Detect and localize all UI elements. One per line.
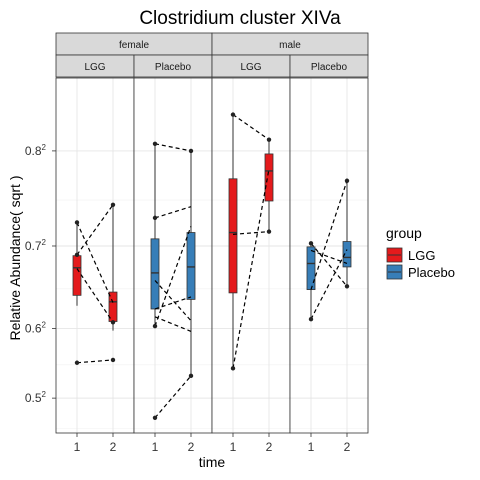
box (150, 238, 160, 310)
subject-line (76, 268, 114, 323)
y-tick-label: 0.62 (25, 320, 47, 335)
data-point (266, 229, 272, 234)
subject-line (76, 222, 114, 303)
subject-line (232, 168, 270, 369)
box (342, 241, 352, 268)
y-tick-exponent: 2 (42, 238, 47, 247)
subject-line (310, 180, 348, 290)
data-point (110, 202, 116, 207)
data-point (344, 178, 350, 183)
facet-panel-female-placebo (133, 77, 213, 434)
subject-line (154, 375, 192, 419)
facet-panel-male-placebo (289, 77, 369, 434)
x-tick-label: 2 (344, 440, 351, 454)
x-tick-label: 1 (74, 440, 81, 454)
legend: group LGG Placebo (386, 225, 455, 280)
data-point (74, 360, 80, 365)
box (72, 255, 82, 296)
data-point (152, 141, 158, 146)
y-tick-base: 0.8 (25, 144, 42, 158)
subject-line (232, 114, 270, 141)
facet-strip-label: male (279, 40, 301, 51)
facet-strip-group-label: Placebo (311, 62, 348, 73)
facet-strip-label: female (119, 40, 149, 51)
legend-title: group (386, 225, 422, 241)
data-point (308, 241, 314, 246)
data-point (188, 373, 194, 379)
y-tick-base: 0.5 (25, 391, 42, 405)
data-point (74, 252, 80, 258)
y-tick-exponent: 2 (42, 390, 47, 399)
subject-line (310, 242, 348, 287)
y-axis-title: Relative Abundance( sqrt ) (7, 176, 23, 341)
legend-label: LGG (408, 248, 435, 263)
facet-strip-group-label: LGG (84, 62, 105, 73)
subject-line (154, 225, 192, 327)
data-point (344, 284, 350, 289)
x-axis: 1 2 1 2 1 2 1 2 (74, 433, 351, 454)
y-tick-label: 0.72 (25, 238, 47, 253)
y-tick-label: 0.82 (25, 143, 47, 158)
subject-line (154, 280, 192, 322)
subject-line (310, 249, 348, 265)
facet-strips: female male LGG Placebo LGG Placebo (55, 32, 369, 78)
panel-border (289, 77, 369, 434)
y-tick-label: 0.52 (25, 390, 47, 405)
panel-background (134, 78, 212, 433)
subject-line (232, 231, 270, 235)
data-point (188, 148, 194, 154)
data-point (110, 320, 116, 325)
subject-line (154, 206, 192, 219)
data-point (152, 323, 158, 329)
facet-panels (55, 77, 369, 434)
subject-line (154, 143, 192, 152)
data-point (266, 137, 272, 142)
x-tick-label: 2 (110, 440, 117, 454)
y-axis: 0.520.620.720.82 (25, 143, 56, 405)
data-point (230, 366, 236, 371)
box (186, 232, 196, 300)
data-point (152, 215, 158, 221)
facet-panel-female-lgg (55, 77, 135, 434)
data-point (308, 316, 314, 322)
y-tick-base: 0.7 (25, 239, 42, 253)
box (228, 178, 238, 294)
data-point (152, 415, 158, 420)
chart-title: Clostridium cluster XIVa (139, 8, 341, 29)
panel-background (212, 78, 290, 433)
data-point (230, 112, 236, 117)
y-tick-exponent: 2 (42, 320, 47, 329)
y-tick-base: 0.6 (25, 321, 42, 335)
subject-line (76, 204, 114, 256)
panel-background (290, 78, 368, 433)
facet-strip-group-label: LGG (240, 62, 261, 73)
x-axis-title: time (199, 454, 226, 470)
x-tick-label: 1 (308, 440, 315, 454)
data-point (74, 220, 80, 225)
panel-background (56, 78, 134, 433)
subject-line (154, 296, 192, 310)
x-tick-label: 2 (188, 440, 195, 454)
facet-panel-male-lgg (211, 77, 291, 434)
x-tick-label: 2 (266, 440, 273, 454)
box (264, 153, 274, 202)
subject-line (76, 359, 114, 364)
box (306, 246, 316, 291)
y-tick-exponent: 2 (42, 143, 47, 152)
x-tick-label: 1 (152, 440, 159, 454)
facet-strip-group (289, 54, 369, 78)
legend-label: Placebo (408, 265, 455, 280)
facet-strip-group-label: Placebo (155, 62, 192, 73)
x-tick-label: 1 (230, 440, 237, 454)
data-point (110, 357, 116, 363)
